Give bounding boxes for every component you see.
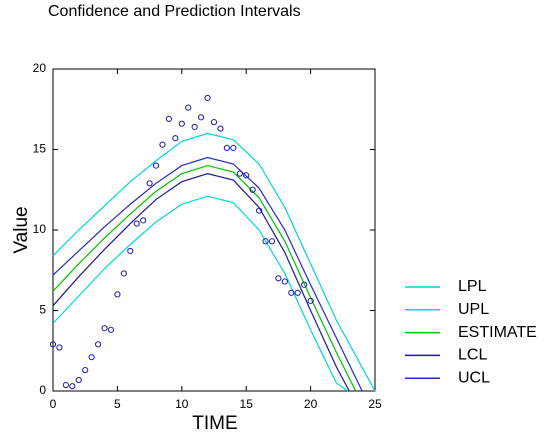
data-point <box>94 341 102 348</box>
data-point <box>275 275 282 282</box>
data-point <box>133 220 140 227</box>
legend-label: LPL <box>458 278 487 295</box>
data-point <box>198 114 205 121</box>
x-axis-label: TIME <box>192 413 237 434</box>
series-line <box>52 195 349 392</box>
x-tick-label: 15 <box>240 397 254 411</box>
data-point <box>268 238 276 245</box>
data-point <box>230 144 237 151</box>
data-point <box>307 297 314 304</box>
data-point <box>262 238 269 245</box>
data-point <box>120 270 127 277</box>
y-tick-label: 5 <box>39 303 46 317</box>
data-point <box>107 326 115 333</box>
data-point <box>301 281 308 288</box>
data-point <box>217 125 224 132</box>
data-point <box>159 141 166 148</box>
chart-title: Confidence and Prediction Intervals <box>48 3 301 20</box>
data-point <box>165 115 173 123</box>
data-point <box>288 289 295 296</box>
data-point <box>281 278 288 285</box>
y-tick-label: 0 <box>39 383 46 397</box>
data-point <box>146 180 153 187</box>
data-point <box>127 247 134 255</box>
x-tick-label: 25 <box>368 397 382 411</box>
legend-label: LCL <box>458 347 487 364</box>
data-point <box>114 291 121 298</box>
series-line <box>52 156 363 392</box>
legend-label: UCL <box>458 369 490 386</box>
y-tick-label: 15 <box>33 142 47 156</box>
data-point <box>294 289 301 296</box>
x-tick-label: 10 <box>175 397 189 411</box>
data-point <box>243 172 250 179</box>
data-point <box>56 344 63 351</box>
data-point <box>191 123 198 131</box>
data-point <box>249 186 256 193</box>
legend-label: UPL <box>458 301 489 318</box>
data-point <box>255 207 263 214</box>
series-line <box>52 173 350 392</box>
data-point <box>69 383 76 390</box>
data-point <box>223 144 230 151</box>
data-point <box>204 94 211 102</box>
legend-label: ESTIMATE <box>458 324 537 341</box>
data-point <box>172 135 179 142</box>
data-point <box>82 366 89 374</box>
data-point <box>152 162 160 169</box>
data-point <box>140 217 147 224</box>
series-line <box>52 132 376 392</box>
y-tick-label: 20 <box>33 61 47 75</box>
data-point <box>178 120 185 127</box>
data-point <box>75 376 82 384</box>
data-point <box>62 381 69 389</box>
x-tick-label: 5 <box>114 397 121 411</box>
y-tick-label: 10 <box>33 222 47 236</box>
y-axis-label: Value <box>11 206 32 253</box>
data-point <box>101 325 108 332</box>
data-point <box>210 119 218 126</box>
data-point <box>49 341 57 348</box>
series-line <box>52 164 357 392</box>
x-tick-label: 20 <box>304 397 318 411</box>
x-tick-label: 0 <box>50 397 57 411</box>
data-point <box>88 354 95 361</box>
data-point <box>185 104 192 111</box>
data-point <box>236 170 243 177</box>
